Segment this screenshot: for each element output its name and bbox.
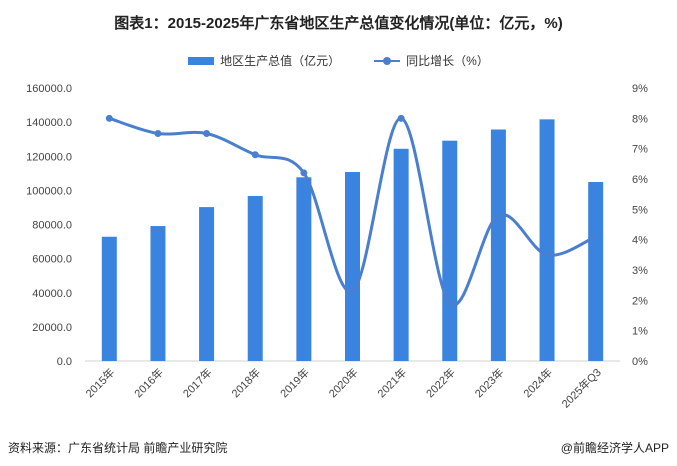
legend-item-gdp: 地区生产总值（亿元） — [188, 52, 340, 69]
source-note: 资料来源：广东省统计局 前瞻产业研究院 — [8, 441, 228, 455]
y-right-tick-label: 9% — [632, 83, 648, 95]
growth-point — [203, 130, 211, 137]
y-left-tick-label: 40000.0 — [32, 288, 72, 300]
bar-gdp — [393, 148, 409, 361]
x-tick-label: 2017年 — [180, 365, 215, 400]
x-tick-label: 2018年 — [228, 365, 263, 400]
y-left-tick-label: 140000.0 — [26, 117, 72, 129]
chart-title: 图表1：2015-2025年广东省地区生产总值变化情况(单位：亿元，%) — [114, 15, 563, 32]
y-left-tick-label: 80000.0 — [32, 220, 72, 232]
bar-gdp — [296, 177, 312, 361]
growth-point — [105, 114, 113, 122]
y-left-tick-label: 20000.0 — [32, 322, 72, 334]
x-tick-label: 2021年 — [374, 365, 409, 400]
y-right-tick-label: 3% — [632, 265, 648, 277]
growth-point — [397, 114, 405, 122]
brand-label: @前瞻经济学人APP — [560, 441, 669, 455]
growth-point — [251, 151, 259, 159]
y-left-tick-label: 100000.0 — [26, 185, 72, 197]
y-left-tick-label: 0.0 — [57, 356, 72, 368]
x-tick-label: 2020年 — [326, 365, 361, 400]
y-right-tick-label: 6% — [632, 174, 648, 186]
x-tick-label: 2024年 — [520, 365, 555, 400]
x-tick-label: 2015年 — [82, 365, 117, 400]
y-right-tick-label: 0% — [632, 356, 648, 368]
bar-gdp — [345, 172, 360, 361]
x-tick-label: 2019年 — [277, 365, 312, 400]
legend: 地区生产总值（亿元） 同比增长（%） — [0, 52, 677, 69]
y-right-tick-label: 7% — [632, 144, 648, 156]
y-right-tick-label: 5% — [632, 204, 648, 216]
growth-point — [154, 130, 162, 137]
x-tick-label: 2022年 — [423, 365, 458, 400]
y-right-tick-label: 4% — [632, 235, 648, 247]
y-right-tick-label: 8% — [632, 113, 648, 125]
y-right-tick-label: 1% — [632, 326, 648, 338]
legend-bar-swatch — [188, 56, 215, 65]
legend-line-swatch — [374, 56, 401, 66]
y-right-tick-label: 2% — [632, 295, 648, 307]
bar-gdp — [442, 140, 458, 361]
bar-gdp — [199, 207, 215, 361]
legend-label: 同比增长（%） — [406, 54, 489, 68]
bar-gdp — [101, 236, 117, 361]
growth-point — [300, 169, 308, 177]
legend-label: 地区生产总值（亿元） — [220, 54, 341, 68]
y-left-tick-label: 160000.0 — [26, 83, 72, 95]
bar-gdp — [247, 196, 263, 361]
bar-gdp — [150, 226, 166, 361]
y-left-tick-label: 60000.0 — [32, 254, 72, 266]
bar-gdp — [490, 129, 506, 361]
x-tick-label: 2016年 — [131, 365, 166, 400]
legend-item-growth: 同比增长（%） — [374, 52, 489, 69]
x-tick-label: 2023年 — [472, 365, 507, 400]
y-left-tick-label: 120000.0 — [26, 151, 72, 163]
bar-gdp — [588, 182, 604, 361]
x-tick-label: 2025年Q3 — [558, 365, 603, 410]
bar-gdp — [539, 119, 555, 361]
